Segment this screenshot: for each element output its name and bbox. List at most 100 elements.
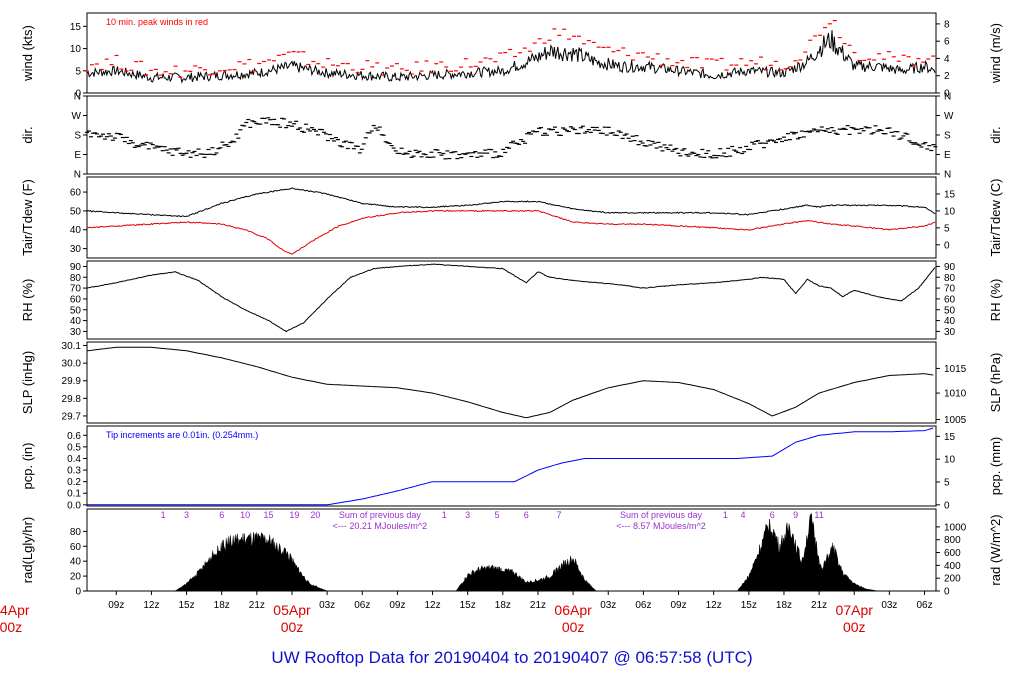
panel-pcp: 0.00.10.20.30.40.50.6 0 5 10 15 pcp. (in) pcp.… [20,425,1003,511]
y-tick-label-left: 90 [70,262,82,273]
y-tick-label-left: 0.1 [67,489,81,500]
y-tick-label-left: 40 [70,316,82,327]
y-tick-label-left: 60 [70,294,82,305]
y-tick-label-right: 0 [944,500,950,511]
y-tick-label-right: 15 [944,432,956,443]
y-tick-label-left: 40 [70,557,82,568]
date-time-label: 00z [562,619,585,635]
series-line [87,427,934,506]
y-tick-label-right: N [944,170,951,181]
x-tick-label: 03z [600,600,616,611]
date-label: 06Apr [554,602,592,618]
radiation-hour-label: 6 [219,510,224,520]
y-tick-label-left: 80 [70,273,82,284]
x-tick-label: 18z [495,600,511,611]
y-tick-label-left: 70 [70,284,82,295]
radiation-hour-label: 6 [524,510,529,520]
y-tick-label-left: 30.1 [62,341,82,352]
x-tick-label: 21z [811,600,827,611]
y-tick-label-right: 30 [944,327,956,338]
y-tick-label-left: 80 [70,527,82,538]
y-axis-label-left: Tair/Tdew (F) [20,179,35,256]
y-tick-label-right: 800 [944,535,961,546]
series-line [86,187,936,218]
y-tick-label-left: 0 [75,587,81,598]
radiation-hour-label: 7 [557,510,562,520]
panel-frame [86,260,937,340]
date-time-label: 00z [281,619,304,635]
x-tick-label: 12z [706,600,722,611]
radiation-hour-label: 10 [240,510,250,520]
page-title: UW Rooftop Data for 20190404 to 20190407… [271,648,753,667]
y-tick-label-right: 0 [944,89,950,100]
y-tick-label-left: 29.7 [62,411,82,422]
radiation-hour-label: 6 [770,510,775,520]
radiation-area [455,555,598,592]
panel-frame [86,341,937,424]
y-tick-label-right: 50 [944,305,956,316]
day-sum-value: <--- 8.57 MJoules/m^2 [616,521,706,531]
x-tick-label: 09z [108,600,124,611]
y-tick-label-left: 0.5 [67,442,81,453]
radiation-hour-label: 1 [442,510,447,520]
radiation-hour-label: 3 [465,510,470,520]
y-tick-label-left: 0.3 [67,466,81,477]
radiation-hour-label: 9 [793,510,798,520]
y-tick-label-right: N [944,92,951,103]
y-axis-label-left: wind (kts) [20,25,35,82]
x-tick-label: 09z [670,600,686,611]
y-tick-label-right: 600 [944,548,961,559]
y-tick-label-right: 1000 [944,522,967,533]
y-tick-label-left: 50 [70,206,82,217]
y-axis-label-right: Tair/Tdew (C) [988,178,1003,256]
y-tick-label-left: 40 [70,225,82,236]
date-label: 04Apr [0,602,30,618]
day-sum-caption: Sum of previous day [339,510,422,520]
y-tick-label-left: W [72,111,82,122]
x-tick-label: 12z [424,600,440,611]
y-tick-label-left: 30 [70,327,82,338]
x-tick-label: 18z [776,600,792,611]
radiation-hour-label: 5 [494,510,499,520]
y-axis-label-right: rad (W/m^2) [988,514,1003,585]
day-sum-caption: Sum of previous day [620,510,703,520]
series-line [86,209,936,255]
y-tick-label-right: 2 [944,71,950,82]
radiation-hour-label: 11 [814,510,823,520]
x-axis: 09z 12z 15z 18z 21z 03z 06z 09z 12z 15z 18z 21z 03z 0… [0,591,933,635]
radiation-hour-label: 1 [161,510,166,520]
y-tick-label-right: S [944,131,951,142]
panel-slp: 29.7 29.8 29.9 30.0 30.1 1005 1010 1015 SLP (inH… [20,341,1003,426]
y-axis-label-left: pcp. (in) [20,443,35,490]
series-line [86,263,936,333]
x-tick-label: 06z [635,600,651,611]
panel-annotation: Tip increments are 0.01in. (0.254mm.) [106,430,258,440]
x-tick-label: 06z [354,600,370,611]
panel-temp: 30 40 50 60 0 5 10 15 Tair/Tdew (F) Tair/Tdew (C) [20,176,1003,259]
y-tick-label-right: 0 [944,240,950,251]
y-axis-label-left: rad(Lgly/hr) [20,517,35,583]
x-tick-label: 21z [530,600,546,611]
y-tick-label-right: 0 [944,587,950,598]
radiation-hour-label: 15 [264,510,274,520]
y-axis-label-right: dir. [988,126,1003,143]
y-axis-label-right: RH (%) [988,279,1003,322]
y-tick-label-right: 4 [944,54,950,65]
x-tick-label: 15z [460,600,476,611]
y-tick-label-right: 5 [944,223,950,234]
panel-frame [86,12,937,94]
y-tick-label-left: N [74,170,81,181]
y-tick-label-right: 10 [944,206,956,217]
radiation-hour-label: 3 [184,510,189,520]
y-tick-label-left: 10 [70,44,82,55]
radiation-hour-label: 4 [740,510,745,520]
y-tick-label-left: E [74,150,81,161]
x-tick-label: 15z [741,600,757,611]
y-tick-label-right: E [944,150,951,161]
y-axis-label-right: pcp. (mm) [988,437,1003,496]
date-time-label: 00z [843,619,866,635]
